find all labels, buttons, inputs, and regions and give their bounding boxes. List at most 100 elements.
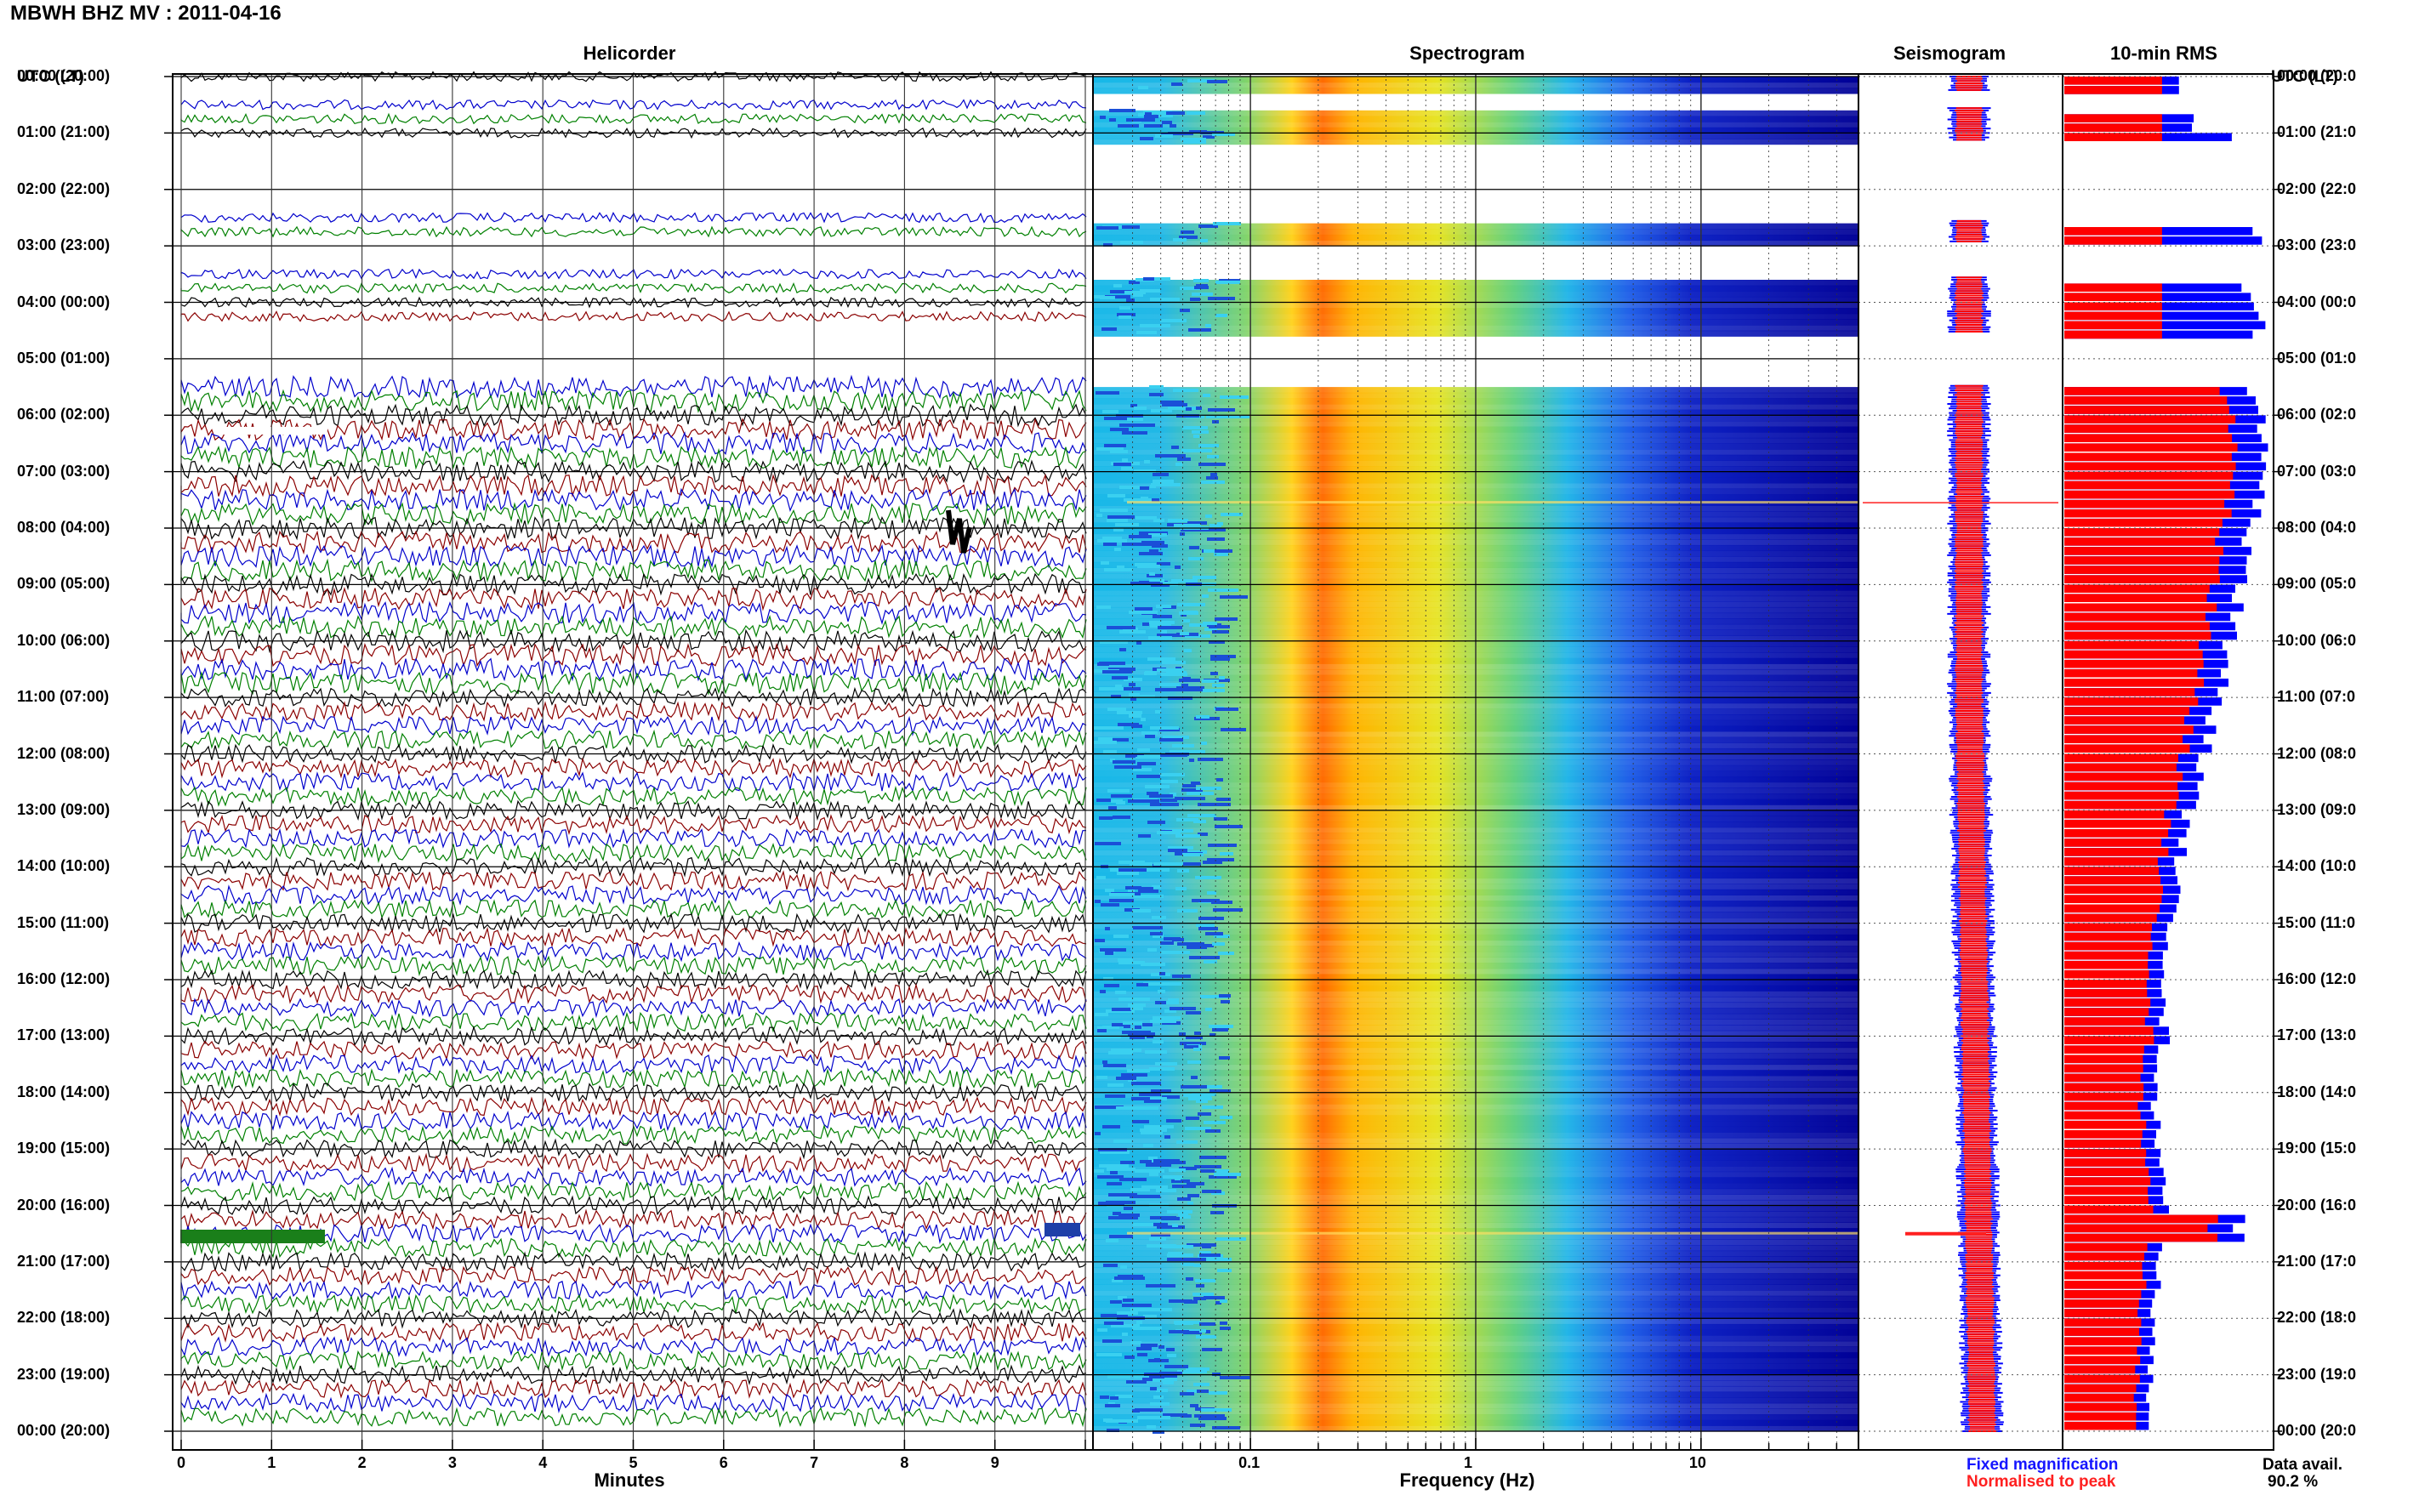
spectrogram-texture (1161, 780, 1178, 783)
spectrogram-texture (1169, 1330, 1189, 1333)
spectrogram-texture (1147, 792, 1158, 795)
spectrogram-texture (1215, 314, 1227, 317)
helicorder-trace (180, 1095, 1087, 1117)
spectrogram-texture (1202, 549, 1232, 553)
spectrogram-texture (1118, 998, 1140, 1001)
spectrogram-texture (1111, 1324, 1140, 1327)
spectrogram-texture (1149, 549, 1158, 553)
spectrogram-texture (1104, 568, 1133, 571)
spectrogram-texture (1150, 1097, 1167, 1100)
left-time-label: 10:00 (06:00) (17, 631, 111, 649)
helicorder-trace (180, 628, 1087, 654)
spectrogram-texture (1210, 473, 1217, 476)
spectrogram-texture (1136, 331, 1157, 334)
spectrogram-texture (1212, 630, 1229, 634)
spectrogram-texture (1181, 1258, 1209, 1261)
spectrogram-texture (1120, 241, 1143, 244)
spectrogram-texture (1220, 595, 1248, 599)
spectrogram-texture (1148, 533, 1167, 537)
spectrogram-texture (1097, 1026, 1102, 1030)
spectrogram-texture (1143, 982, 1159, 986)
rms-bar-normalised (2064, 1384, 2137, 1393)
spectrogram-texture (1094, 1169, 1104, 1173)
rms-bar-normalised (2064, 114, 2162, 122)
legend-fixed-magnification: Fixed magnification (1967, 1456, 2119, 1474)
left-time-label: 20:00 (16:00) (17, 1196, 111, 1214)
rms-bar-normalised (2064, 791, 2179, 800)
spectrogram-texture (1126, 753, 1137, 757)
rms-bar-normalised (2064, 387, 2220, 395)
spectrogram-texture (1206, 476, 1218, 480)
spectrogram-texture (1187, 1202, 1193, 1205)
rms-bar-normalised (2064, 1017, 2145, 1026)
spectrogram-texture (1097, 1029, 1107, 1032)
spectrogram-texture (1167, 1253, 1193, 1257)
spectrogram-texture (1187, 79, 1216, 82)
spectrogram-texture (1168, 998, 1179, 1002)
spectrogram-texture (1186, 1367, 1210, 1371)
spectrogram-texture (1209, 625, 1230, 628)
spectrogram-texture (1118, 1214, 1140, 1217)
left-time-label: 07:00 (03:00) (17, 462, 111, 480)
rms-bar-normalised (2064, 716, 2184, 725)
spectrogram-texture (1163, 1245, 1193, 1248)
rms-bar-normalised (2064, 848, 2169, 856)
spectrogram-texture (1198, 463, 1226, 466)
rms-bar-normalised (2064, 1327, 2139, 1336)
spectrogram-texture (1221, 415, 1249, 418)
helicorder-trace (180, 1350, 1087, 1372)
spectrogram-texture (1203, 135, 1215, 139)
spectrogram-texture (1202, 1190, 1221, 1193)
rms-bar-fixed (2064, 321, 2266, 330)
rms-bar-normalised (2064, 1092, 2143, 1101)
rms-bar-normalised (2064, 77, 2162, 85)
spectrogram-texture (1117, 872, 1139, 875)
right-time-label: 23:00 (19:0 (2277, 1365, 2357, 1383)
spectrogram-texture (1110, 1171, 1118, 1174)
spectrogram-texture (1159, 972, 1165, 975)
spectrogram-texture (1138, 834, 1151, 838)
spectrogram-texture (1124, 291, 1146, 294)
spectrogram-texture (1122, 431, 1147, 435)
spectrogram-texture (1144, 1125, 1174, 1128)
spectrogram-texture (1152, 885, 1161, 889)
spectrogram-texture (1173, 238, 1187, 242)
rms-bar-normalised (2064, 1083, 2144, 1092)
spectrogram-texture (1202, 1348, 1222, 1351)
spectrogram-texture (1180, 287, 1201, 290)
spectrogram-texture (1212, 1028, 1228, 1032)
spectrogram-texture (1164, 1009, 1176, 1013)
spectrogram-texture (1138, 890, 1158, 893)
rms-bar-normalised (2064, 133, 2162, 141)
spectrogram-texture (1107, 789, 1130, 793)
right-time-label: 16:00 (12:0 (2277, 970, 2357, 987)
spectrogram-texture (1155, 688, 1171, 691)
spectrogram-texture (1147, 948, 1157, 952)
spectrogram-texture (1109, 118, 1116, 122)
spectrogram-texture (1188, 328, 1211, 332)
spectrogram-texture (1149, 393, 1164, 396)
spectrogram-texture (1203, 861, 1222, 864)
spectrogram-texture (1203, 944, 1214, 947)
spectrogram-texture (1199, 1251, 1211, 1254)
spectrogram-texture (1157, 634, 1185, 637)
spectrogram-texture (1205, 1129, 1221, 1133)
spectrogram-texture (1095, 842, 1121, 845)
spectrogram-texture (1201, 480, 1225, 484)
spectrogram-texture (1198, 1414, 1204, 1418)
spectrogram-texture (1172, 938, 1184, 941)
spectrogram-texture (1145, 1106, 1158, 1110)
helicorder-trace (180, 99, 1087, 111)
spectrogram-texture (1171, 446, 1179, 449)
spectrogram-texture (1182, 619, 1190, 622)
spectrogram-texture (1148, 636, 1172, 639)
spectrogram-texture (1106, 1239, 1118, 1242)
spectrogram-texture (1137, 762, 1156, 765)
spectrogram-texture (1113, 1212, 1121, 1215)
spectrogram-texture (1200, 239, 1208, 242)
spectrogram-texture (1113, 816, 1130, 819)
spectrogram-texture (1203, 622, 1217, 625)
rms-bar-normalised (2064, 659, 2204, 668)
spectrogram-texture (1119, 486, 1140, 489)
helicorder-trace (180, 282, 1087, 294)
